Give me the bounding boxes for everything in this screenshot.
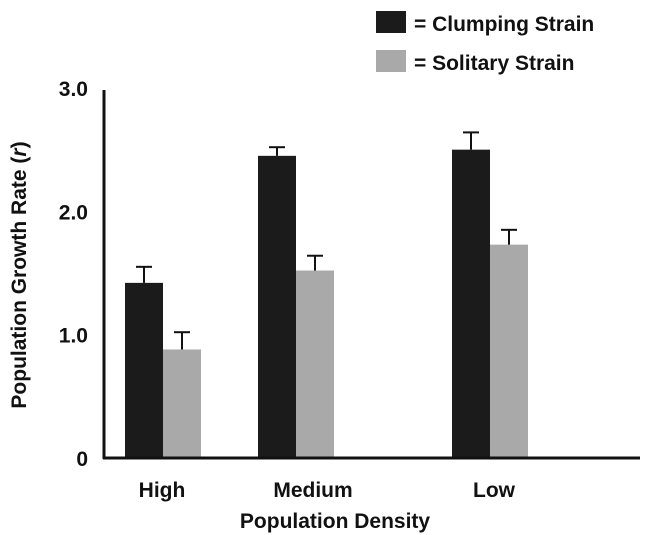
error-bars: [136, 131, 517, 350]
bar-low-clumping: [452, 149, 490, 458]
legend-swatch-solitary: [376, 50, 406, 72]
y-axis-title-variable: r: [8, 147, 31, 157]
x-tick-label-low: Low: [473, 479, 516, 502]
y-tick-label: 0: [76, 448, 88, 471]
x-tick-label-medium: Medium: [273, 479, 352, 502]
y-tick-label: 2.0: [59, 201, 88, 224]
bar-medium-solitary: [296, 270, 334, 458]
x-axis-title: Population Density: [240, 510, 431, 533]
y-axis-title-main: Population Growth Rate (: [8, 157, 31, 409]
bar-medium-clumping: [258, 155, 296, 459]
bar-high-solitary: [163, 349, 201, 458]
legend-label-clumping: = Clumping Strain: [414, 13, 594, 36]
bar-low-solitary: [490, 244, 528, 458]
y-tick-labels: 0 1.0 2.0 3.0: [59, 78, 88, 471]
legend-label-solitary: = Solitary Strain: [414, 52, 574, 75]
x-tick-labels: High Medium Low: [139, 479, 516, 502]
legend-swatch-clumping: [376, 11, 406, 33]
bars: [125, 149, 528, 459]
y-axis-title: Population Growth Rate (r): [8, 141, 31, 408]
y-tick-label: 3.0: [59, 78, 88, 101]
y-axis-title-close: ): [8, 141, 31, 148]
x-tick-label-high: High: [139, 479, 186, 502]
legend: = Clumping Strain = Solitary Strain: [376, 11, 594, 75]
y-tick-label: 1.0: [59, 325, 88, 348]
bar-high-clumping: [125, 282, 163, 458]
